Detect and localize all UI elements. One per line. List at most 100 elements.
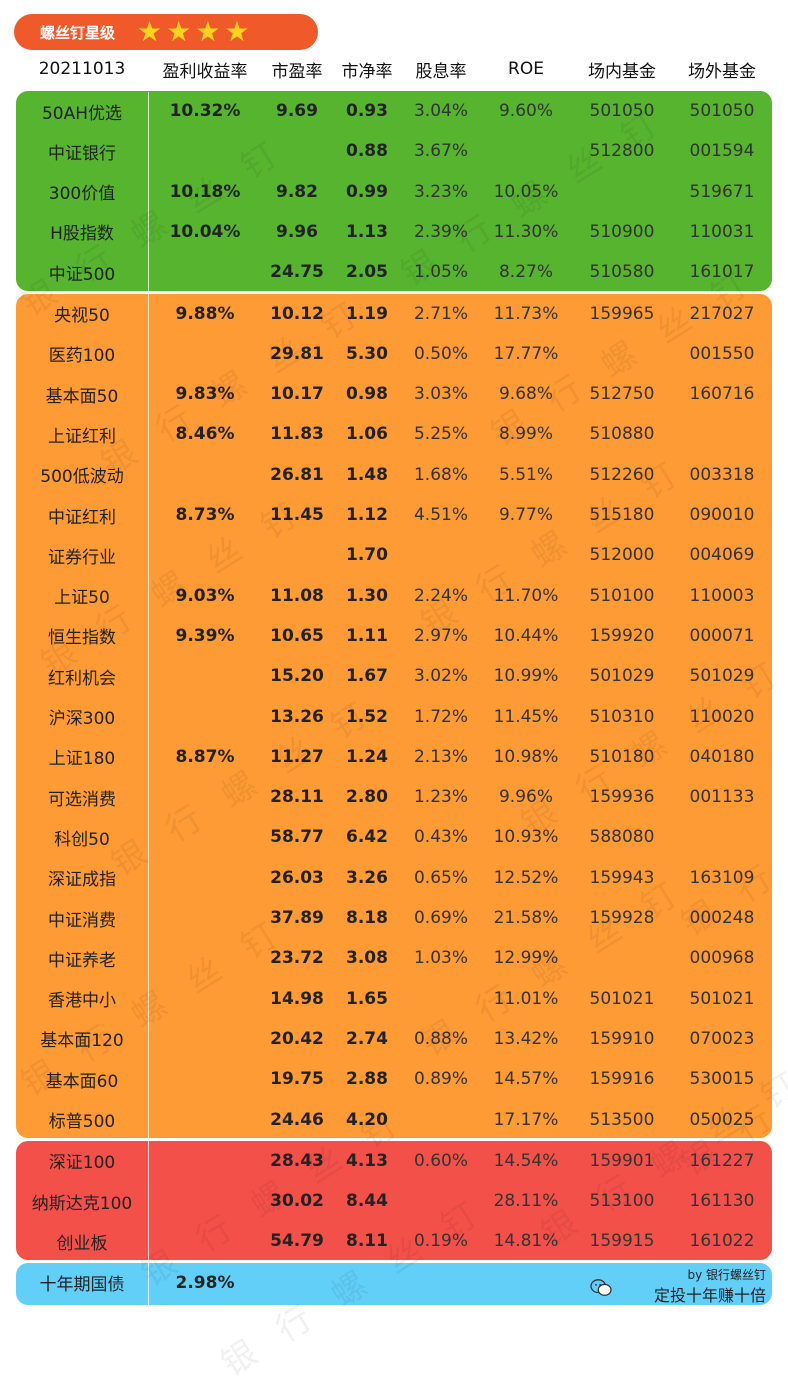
table-row: 上证180 8.87% 11.27 1.24 2.13% 10.98% 510180 0401…: [0, 737, 788, 777]
cell-pe: 24.75: [270, 262, 324, 283]
cell-otc-fund: 161017: [689, 262, 755, 283]
cell-otc-fund: 110031: [689, 221, 755, 242]
cell-exchange-fund: 510900: [589, 221, 655, 242]
cell-exchange-fund: 510180: [589, 746, 655, 767]
table-row: 中证银行 0.88 3.67% 512800 001594: [0, 131, 788, 171]
cell-roe: 8.27%: [498, 262, 553, 283]
cell-roe: 9.77%: [498, 505, 553, 525]
cell-index-name: 深证100: [48, 1153, 116, 1174]
cell-otc-fund: 000071: [689, 625, 755, 646]
cell-dividend-yield: 1.05%: [413, 262, 468, 283]
table-row: 深证100 28.43 4.13 0.60% 14.54% 159901 161227: [0, 1141, 788, 1181]
cell-exchange-fund: 501029: [589, 666, 655, 687]
table-row: 中证500 24.75 2.05 1.05% 8.27% 510580 161017: [0, 252, 788, 292]
cell-pe: 11.83: [270, 424, 324, 445]
cell-pe: 30.02: [270, 1191, 324, 1212]
cell-exchange-fund: 512750: [589, 384, 655, 405]
table-row: 基本面60 19.75 2.88 0.89% 14.57% 159916 530015: [0, 1059, 788, 1099]
cell-earnings-yield: 9.88%: [175, 303, 235, 324]
cell-roe: 11.73%: [493, 303, 559, 324]
cell-otc-fund: 050025: [689, 1109, 755, 1130]
cell-pe: 26.03: [270, 867, 324, 888]
cell-exchange-fund: 159920: [589, 625, 655, 646]
cell-roe: 11.30%: [493, 221, 559, 242]
header-earnings-yield: 盈利收益率: [162, 61, 248, 82]
cell-dividend-yield: 2.13%: [413, 746, 468, 767]
cell-dividend-yield: 2.39%: [413, 221, 468, 242]
cell-dividend-yield: 0.50%: [413, 343, 468, 364]
cell-dividend-yield: 3.23%: [413, 181, 468, 202]
cell-otc-fund: 090010: [689, 505, 755, 525]
table-row: 恒生指数 9.39% 10.65 1.11 2.97% 10.44% 159920 00007…: [0, 616, 788, 656]
cell-dividend-yield: [402, 1263, 480, 1303]
header-exchange-fund: 场内基金: [588, 61, 656, 82]
cell-dividend-yield: [402, 1181, 480, 1221]
cell-earnings-yield: [150, 1059, 260, 1099]
cell-roe: 12.99%: [493, 948, 559, 969]
cell-otc-fund: 003318: [689, 464, 755, 485]
cell-otc-fund: 217027: [689, 303, 755, 324]
cell-exchange-fund: [572, 172, 672, 212]
cell-otc-fund: 530015: [689, 1069, 755, 1090]
cell-dividend-yield: [402, 979, 480, 1019]
cell-index-name: 50AH优选: [41, 103, 123, 124]
cell-index-name: 证券行业: [48, 547, 116, 568]
cell-exchange-fund: 501021: [589, 988, 655, 1009]
cell-otc-fund: 110020: [689, 706, 755, 727]
cell-exchange-fund: 510880: [589, 424, 655, 445]
cell-index-name: 上证红利: [48, 426, 116, 447]
badge-title: 螺丝钉星级: [40, 23, 116, 42]
cell-pb: 3.26: [346, 867, 388, 888]
cell-earnings-yield: [150, 1019, 260, 1059]
header-pe: 市盈率: [271, 61, 323, 82]
table-row: 沪深300 13.26 1.52 1.72% 11.45% 510310 110020: [0, 697, 788, 737]
table-row: 红利机会 15.20 1.67 3.02% 10.99% 501029 501029: [0, 656, 788, 696]
header-dividend-yield: 股息率: [415, 61, 467, 82]
wechat-icon: [590, 1279, 612, 1296]
cell-earnings-yield: [150, 979, 260, 1019]
cell-exchange-fund: 510100: [589, 585, 655, 606]
cell-otc-fund: 000248: [689, 908, 755, 928]
cell-pe: 26.81: [270, 464, 324, 485]
cell-pe: 11.27: [270, 746, 324, 767]
cell-earnings-yield: [150, 334, 260, 374]
cell-index-name: 创业板: [56, 1233, 108, 1254]
cell-pb: 1.65: [346, 988, 388, 1009]
cell-pe: 10.17: [270, 384, 324, 405]
cell-earnings-yield: [150, 455, 260, 495]
cell-index-name: 基本面50: [45, 386, 119, 407]
group-orange: [16, 293, 772, 1138]
cell-pe: 11.08: [270, 585, 324, 606]
footer-brand: by 银行螺丝钉 定投十年赚十倍: [590, 1262, 770, 1308]
cell-dividend-yield: 0.65%: [413, 867, 468, 888]
table-row: 央视50 9.88% 10.12 1.19 2.71% 11.73% 159965 21702…: [0, 294, 788, 334]
cell-otc-fund: 519671: [689, 181, 755, 202]
cell-pb: 1.24: [346, 746, 388, 767]
cell-index-name: 深证成指: [48, 870, 116, 891]
cell-roe: 10.99%: [493, 666, 559, 687]
cell-earnings-yield: 10.18%: [169, 181, 241, 202]
cell-dividend-yield: [402, 1100, 480, 1140]
cell-otc-fund: 163109: [689, 867, 755, 888]
cell-index-name: 上证50: [54, 588, 110, 609]
cell-otc-fund: 004069: [689, 545, 755, 566]
cell-earnings-yield: [150, 1141, 260, 1181]
table-row: 十年期国债 2.98%: [0, 1263, 788, 1303]
cell-roe: 11.45%: [493, 706, 559, 727]
cell-exchange-fund: 159915: [589, 1231, 655, 1252]
cell-dividend-yield: [402, 535, 480, 575]
cell-pb: 1.11: [346, 625, 388, 646]
cell-earnings-yield: [150, 777, 260, 817]
cell-otc-fund: 161227: [689, 1150, 755, 1171]
cell-otc-fund: 501050: [689, 101, 755, 121]
table-row: 中证消费 37.89 8.18 0.69% 21.58% 159928 000248: [0, 898, 788, 938]
cell-dividend-yield: 0.88%: [413, 1028, 468, 1049]
cell-earnings-yield: [150, 656, 260, 696]
cell-otc-fund: 160716: [689, 384, 755, 405]
cell-index-name: 沪深300: [48, 709, 116, 729]
cell-roe: 11.01%: [493, 988, 559, 1009]
cell-roe: 14.81%: [493, 1231, 559, 1252]
cell-exchange-fund: 513100: [589, 1191, 655, 1212]
star-icon: ★: [224, 15, 250, 48]
cell-pb: 0.88: [346, 141, 388, 162]
